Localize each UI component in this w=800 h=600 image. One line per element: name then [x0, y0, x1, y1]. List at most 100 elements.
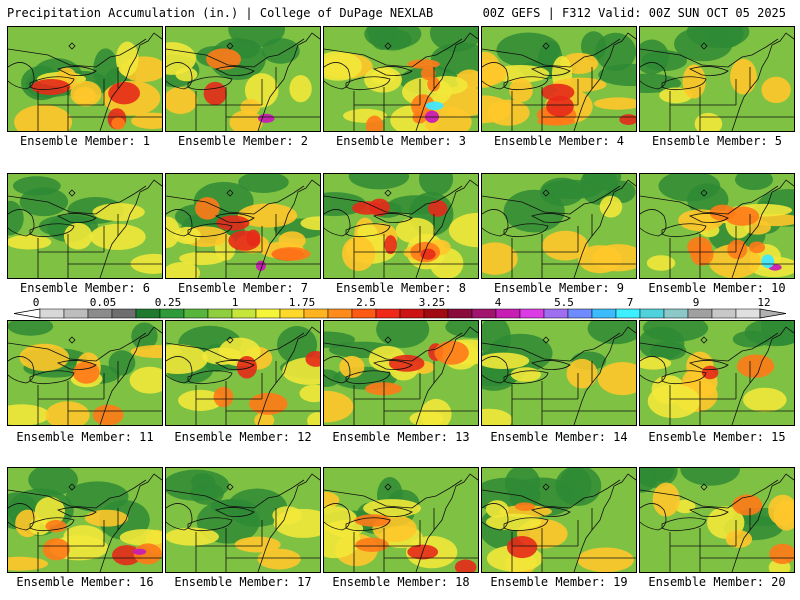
ensemble-member-label: Ensemble Member: 1 — [19, 134, 151, 148]
ensemble-member-label: Ensemble Member: 17 — [174, 575, 312, 589]
ensemble-member-label: Ensemble Member: 20 — [648, 575, 786, 589]
ensemble-member-label: Ensemble Member: 16 — [16, 575, 154, 589]
precip-map — [640, 321, 794, 425]
ensemble-member-label: Ensemble Member: 10 — [648, 281, 786, 295]
ensemble-member-label: Ensemble Member: 5 — [651, 134, 783, 148]
precip-map — [166, 174, 320, 278]
ensemble-map-panel — [481, 26, 637, 132]
colorbar — [14, 308, 786, 319]
ensemble-member-label: Ensemble Member: 2 — [177, 134, 309, 148]
ensemble-member-label: Ensemble Member: 8 — [335, 281, 467, 295]
ensemble-map-panel — [7, 467, 163, 573]
colorbar-tick-label: 12 — [757, 296, 771, 309]
ensemble-map-panel — [639, 26, 795, 132]
precip-map — [8, 174, 162, 278]
colorbar-tick-label: 1.75 — [288, 296, 316, 309]
colorbar-swatch — [303, 308, 329, 319]
colorbar-tick-label: 0.05 — [89, 296, 117, 309]
ensemble-member-label: Ensemble Member: 15 — [648, 430, 786, 444]
precip-map — [482, 174, 636, 278]
colorbar-swatch — [351, 308, 377, 319]
colorbar-swatch — [471, 308, 497, 319]
colorbar-swatch — [207, 308, 233, 319]
colorbar-swatch — [519, 308, 545, 319]
ensemble-member-label: Ensemble Member: 14 — [490, 430, 628, 444]
ensemble-map-panel — [323, 173, 479, 279]
colorbar-tick-label: 1 — [231, 296, 239, 309]
colorbar-swatch — [135, 308, 161, 319]
precip-map — [324, 321, 478, 425]
colorbar-swatch — [375, 308, 401, 319]
ensemble-member-label: Ensemble Member: 11 — [16, 430, 154, 444]
colorbar-swatch — [183, 308, 209, 319]
colorbar-tick-label: 9 — [692, 296, 700, 309]
colorbar-swatch — [687, 308, 713, 319]
run-info: 00Z GEFS | F312 Valid: 00Z SUN OCT 05 20… — [482, 6, 786, 20]
precip-map — [482, 321, 636, 425]
precip-map — [640, 27, 794, 131]
precip-map — [166, 468, 320, 572]
precip-map — [8, 321, 162, 425]
header: Precipitation Accumulation (in.) | Colle… — [0, 0, 800, 26]
ensemble-map-panel — [639, 320, 795, 426]
colorbar-swatch — [87, 308, 113, 319]
colorbar-swatch — [615, 308, 641, 319]
colorbar-swatch — [591, 308, 617, 319]
ensemble-member-label: Ensemble Member: 13 — [332, 430, 470, 444]
colorbar-tick-label: 7 — [626, 296, 634, 309]
precip-map — [8, 468, 162, 572]
colorbar-swatch — [711, 308, 737, 319]
precip-map — [640, 174, 794, 278]
colorbar-tick-label: 2.5 — [356, 296, 376, 309]
colorbar-swatch — [63, 308, 89, 319]
ensemble-map-panel — [323, 320, 479, 426]
ensemble-map-panel — [323, 467, 479, 573]
colorbar-swatch — [399, 308, 425, 319]
map-title: Precipitation Accumulation (in.) | Colle… — [7, 6, 434, 20]
ensemble-map-panel — [165, 173, 321, 279]
colorbar-swatch — [663, 308, 689, 319]
ensemble-map-panel — [165, 320, 321, 426]
precip-map — [324, 468, 478, 572]
precip-map — [324, 27, 478, 131]
precip-map — [166, 27, 320, 131]
colorbar-swatch — [735, 308, 761, 319]
ensemble-map-panel — [481, 467, 637, 573]
ensemble-member-label: Ensemble Member: 18 — [332, 575, 470, 589]
ensemble-map-panel — [639, 173, 795, 279]
ensemble-member-label: Ensemble Member: 4 — [493, 134, 625, 148]
precip-map — [324, 174, 478, 278]
colorbar-swatch — [255, 308, 281, 319]
colorbar-swatch — [495, 308, 521, 319]
ensemble-member-label: Ensemble Member: 9 — [493, 281, 625, 295]
ensemble-member-label: Ensemble Member: 6 — [19, 281, 151, 295]
ensemble-map-panel — [639, 467, 795, 573]
colorbar-swatch — [327, 308, 353, 319]
colorbar-tick-label: 4 — [494, 296, 502, 309]
colorbar-tick-label: 5.5 — [554, 296, 574, 309]
precip-map — [482, 468, 636, 572]
colorbar-swatch — [543, 308, 569, 319]
colorbar-swatch — [567, 308, 593, 319]
colorbar-swatch — [639, 308, 665, 319]
colorbar-swatch — [39, 308, 65, 319]
colorbar-swatch — [159, 308, 185, 319]
colorbar-swatch — [423, 308, 449, 319]
ensemble-map-panel — [7, 320, 163, 426]
colorbar-swatch — [111, 308, 137, 319]
ensemble-member-label: Ensemble Member: 12 — [174, 430, 312, 444]
ensemble-map-panel — [165, 26, 321, 132]
colorbar-swatch — [231, 308, 257, 319]
precip-map — [640, 468, 794, 572]
ensemble-member-label: Ensemble Member: 7 — [177, 281, 309, 295]
colorbar-tick-label: 3.25 — [418, 296, 446, 309]
ensemble-map-panel — [7, 26, 163, 132]
colorbar-tick-label: 0.25 — [154, 296, 182, 309]
ensemble-member-label: Ensemble Member: 19 — [490, 575, 628, 589]
ensemble-map-panel — [481, 173, 637, 279]
ensemble-map-panel — [323, 26, 479, 132]
colorbar-swatch — [447, 308, 473, 319]
ensemble-map-panel — [7, 173, 163, 279]
precip-map — [166, 321, 320, 425]
precip-map — [8, 27, 162, 131]
